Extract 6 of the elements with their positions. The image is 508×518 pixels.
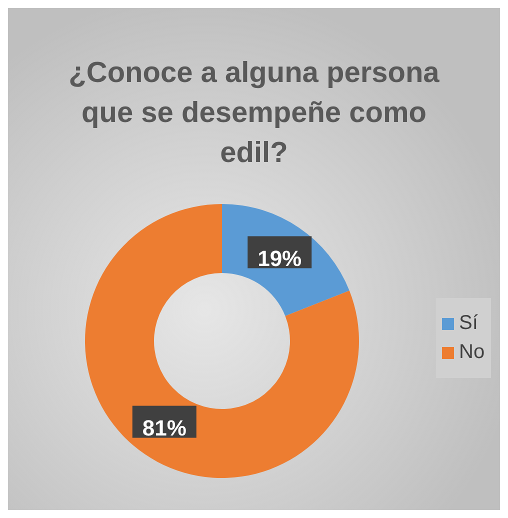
chart-title: ¿Conoce a alguna persona que se desempeñe como edil? <box>68 56 440 171</box>
data-label: 19% <box>258 246 302 272</box>
legend-label: Sí <box>459 312 478 335</box>
legend-label: No <box>459 341 485 364</box>
data-label: 81% <box>142 416 186 441</box>
donut-slice <box>85 204 359 478</box>
